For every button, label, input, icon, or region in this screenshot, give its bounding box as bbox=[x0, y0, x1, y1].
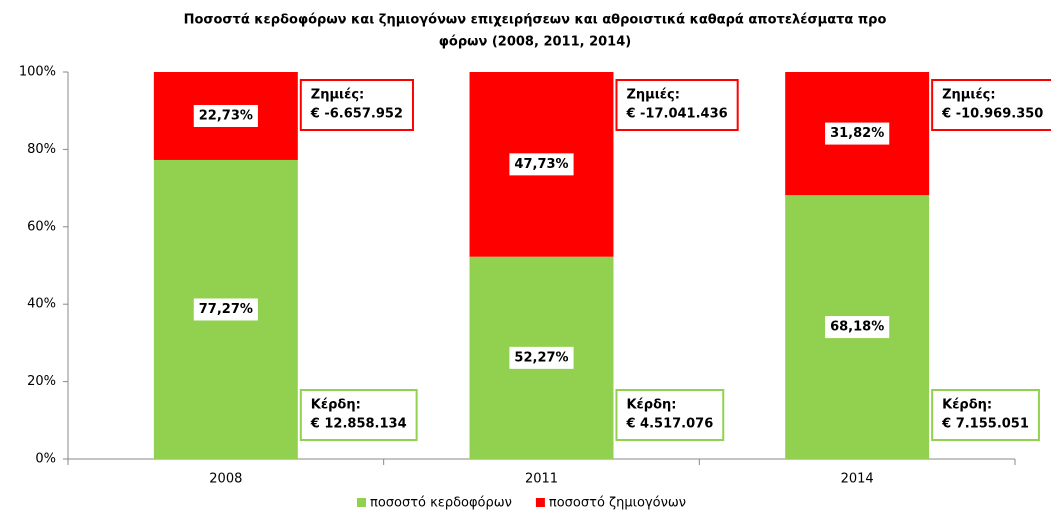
loss-box bbox=[615, 79, 739, 131]
data-label: 77,27% bbox=[199, 302, 253, 317]
loss-box-label: Ζημιές: bbox=[942, 88, 995, 103]
data-label: 31,82% bbox=[830, 126, 884, 141]
data-label-bg bbox=[509, 346, 574, 369]
profit-box-value: € 4.517.076 bbox=[625, 417, 713, 432]
profit-box-label: Κέρδη: bbox=[942, 398, 992, 413]
data-label-bg bbox=[193, 104, 258, 127]
y-tick-label: 60% bbox=[27, 219, 56, 234]
loss-box-label: Ζημιές: bbox=[311, 88, 364, 103]
loss-box bbox=[299, 79, 414, 131]
data-label-bg bbox=[193, 298, 258, 321]
profit-box bbox=[931, 389, 1040, 441]
legend-swatch bbox=[535, 498, 545, 507]
loss-box-value: € -17.041.436 bbox=[625, 107, 727, 122]
data-label-bg bbox=[825, 122, 890, 145]
profit-box bbox=[615, 389, 725, 441]
chart-title: φόρων (2008, 2011, 2014) bbox=[439, 35, 631, 50]
loss-box-value: € -6.657.952 bbox=[310, 107, 403, 122]
loss-box-label: Ζημιές: bbox=[626, 88, 679, 103]
profit-box bbox=[299, 389, 418, 441]
y-tick-label: 40% bbox=[27, 297, 56, 312]
data-label-bg bbox=[825, 316, 890, 339]
y-tick-label: 20% bbox=[27, 374, 56, 389]
profit-box-value: € 7.155.051 bbox=[941, 417, 1029, 432]
chart-title: Ποσοστά κερδοφόρων και ζημιογόνων επιχει… bbox=[184, 13, 887, 28]
x-tick-label: 2014 bbox=[841, 472, 874, 487]
y-tick-label: 0% bbox=[35, 452, 56, 467]
data-label-bg bbox=[509, 153, 574, 176]
data-label: 68,18% bbox=[830, 320, 884, 335]
profit-box-label: Κέρδη: bbox=[311, 398, 361, 413]
data-label: 52,27% bbox=[514, 350, 568, 365]
y-tick-label: 80% bbox=[27, 142, 56, 157]
legend-swatch bbox=[357, 498, 366, 507]
x-tick-label: 2008 bbox=[209, 472, 242, 487]
data-label: 47,73% bbox=[514, 157, 568, 172]
y-tick-label: 100% bbox=[19, 65, 56, 80]
profit-box-value: € 12.858.134 bbox=[310, 417, 407, 432]
loss-box bbox=[931, 79, 1051, 131]
data-label: 22,73% bbox=[199, 108, 253, 123]
x-tick-label: 2011 bbox=[525, 472, 558, 487]
legend-label: ποσοστό ζημιογόνων bbox=[549, 496, 686, 511]
loss-box-value: € -10.969.350 bbox=[941, 107, 1043, 122]
legend-label: ποσοστό κερδοφόρων bbox=[370, 496, 512, 511]
profit-box-label: Κέρδη: bbox=[626, 398, 676, 413]
